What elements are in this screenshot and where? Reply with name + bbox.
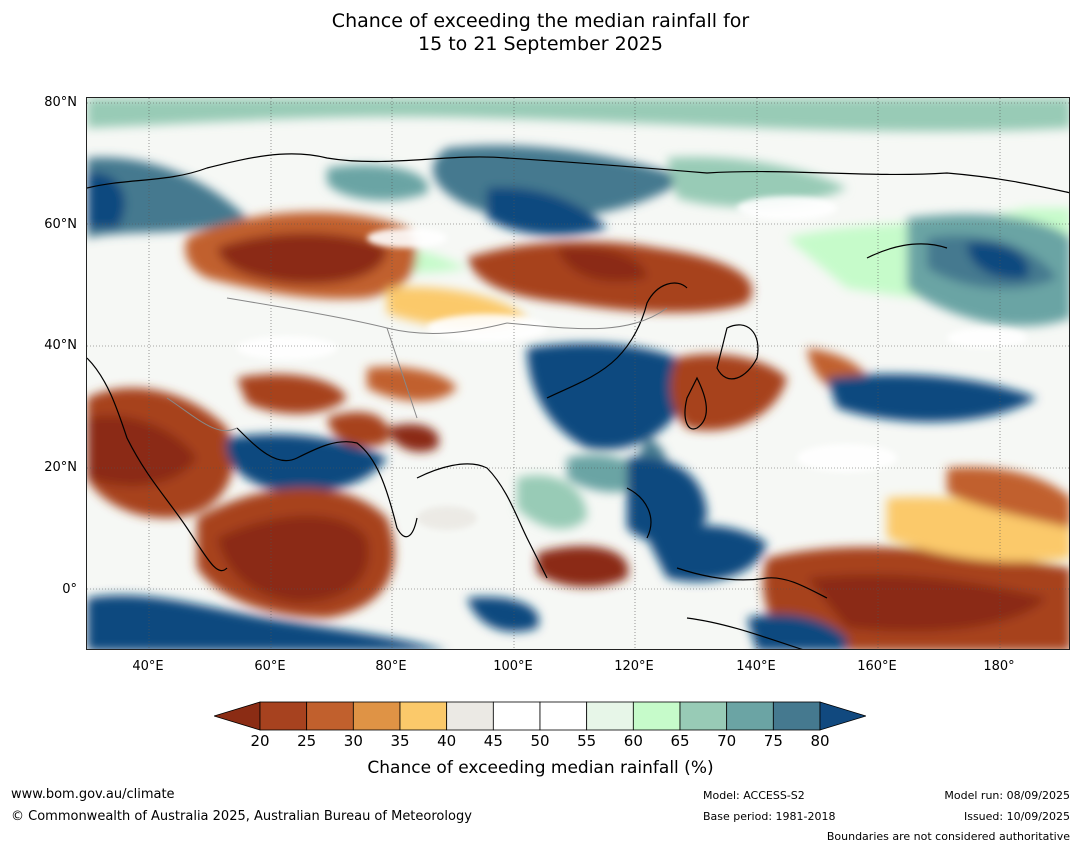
lon-label-120e: 120°E [614,659,654,674]
colorbar-segment [306,701,354,731]
boundary-disclaimer: Boundaries are not considered authoritat… [826,830,1070,843]
region-arctic-band [87,98,1069,132]
colorbar-arrow-high [819,701,866,731]
model-name: Model: ACCESS-S2 [703,789,805,802]
chart-title: Chance of exceeding the median rainfall … [0,10,1081,56]
colorbar-tick-label: 70 [717,732,737,750]
base-period: Base period: 1981-2018 [703,810,836,823]
colorbar-segment [539,701,588,731]
colorbar-tick-label: 35 [390,732,410,750]
colorbar-tick-label: 25 [297,732,317,750]
colorbar-tick-label: 30 [343,732,363,750]
title-line-1: Chance of exceeding the median rainfall … [331,10,750,32]
colorbar-tick-label: 50 [530,732,550,750]
model-run: Model run: 08/09/2025 [944,789,1070,802]
lat-label-0: 0° [62,582,77,597]
map-canvas [87,98,1069,649]
colorbar-segment [446,701,494,731]
lon-label-100e: 100°E [493,659,533,674]
graticule [87,98,1069,649]
coastlines [87,153,1069,649]
lat-label-40n: 40°N [44,338,77,353]
colorbar-segment [586,701,634,731]
colorbar-tick-label: 75 [763,732,783,750]
lon-label-40e: 40°E [132,659,164,674]
rainfall-probability-map [86,97,1070,650]
colorbar-arrow-low [214,701,261,731]
colorbar-segment [679,701,728,731]
lat-label-20n: 20°N [44,460,77,475]
colorbar-segment [726,701,774,731]
lon-label-160e: 160°E [857,659,897,674]
lon-label-140e: 140°E [736,659,776,674]
lat-label-60n: 60°N [44,217,77,232]
colorbar-segment [352,701,401,731]
colorbar-segment [772,701,821,731]
colorbar-label: Chance of exceeding median rainfall (%) [367,758,714,778]
colorbar-tick-label: 40 [437,732,457,750]
borders [166,297,668,432]
title-line-2: 15 to 21 September 2025 [418,33,663,55]
colorbar-tick-label: 20 [250,732,270,750]
colorbar-tick-label: 65 [670,732,690,750]
colorbar-segment [632,701,681,731]
colorbar-tick-label: 45 [483,732,503,750]
lon-label-60e: 60°E [254,659,286,674]
lon-label-80e: 80°E [375,659,407,674]
colorbar-segment [492,701,541,731]
colorbar-tick-label: 55 [577,732,597,750]
issued-date: Issued: 10/09/2025 [963,810,1070,823]
lat-label-80n: 80°N [44,95,77,110]
colorbar [214,701,866,731]
colorbar-tick-label: 60 [623,732,643,750]
lon-label-180: 180° [983,659,1015,674]
colorbar-segment [399,701,448,731]
website-link[interactable]: www.bom.gov.au/climate [11,787,175,802]
region-scandinavia-wet [87,157,247,238]
colorbar-segment [259,701,308,731]
colorbar-tick-label: 80 [810,732,830,750]
copyright-text: © Commonwealth of Australia 2025, Austra… [11,809,472,824]
